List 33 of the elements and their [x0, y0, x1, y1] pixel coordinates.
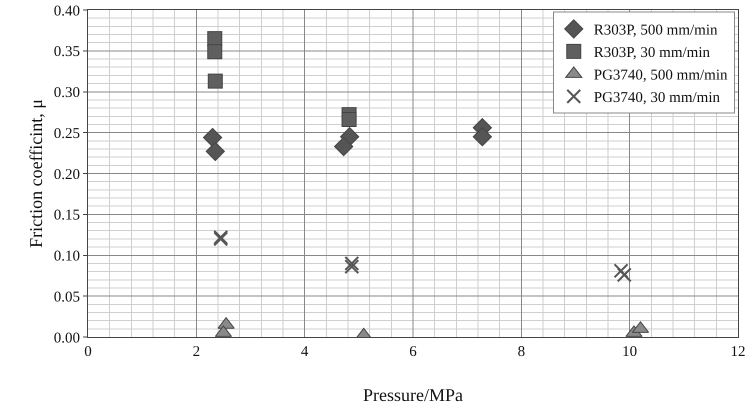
point: [208, 74, 223, 89]
y-tick-label: 0.20: [54, 166, 80, 183]
x-tick-label: 4: [300, 344, 309, 360]
legend-label: R303P, 30 mm/min: [594, 45, 711, 62]
legend-label: PG3740, 30 mm/min: [594, 90, 721, 106]
point: [616, 267, 632, 282]
y-tick-label: 0.15: [54, 208, 80, 224]
x-tick-label: 6: [409, 344, 418, 360]
y-tick-label: 0.00: [54, 330, 80, 346]
x-tick-label: 10: [622, 344, 638, 360]
x-axis-title: Pressure/MPa: [363, 385, 464, 405]
point: [472, 127, 492, 146]
point: [344, 256, 360, 271]
x-tick-label: 8: [518, 344, 526, 360]
point: [344, 259, 360, 274]
x-tick-label: 2: [192, 344, 200, 360]
point: [202, 128, 222, 148]
y-axis-title: Friction coefficint, μ: [26, 99, 46, 248]
y-tick-label: 0.10: [54, 248, 80, 264]
legend-label: R303P, 500 mm/min: [594, 22, 718, 39]
y-tick-label: 0.30: [54, 85, 80, 101]
y-tick-label: 0.25: [54, 126, 80, 142]
x-tick-label: 0: [84, 344, 92, 360]
legend-label: PG3740, 500 mm/min: [594, 68, 728, 84]
x-tick-label: 12: [730, 344, 746, 360]
point: [334, 136, 354, 156]
point: [342, 112, 357, 128]
point: [207, 44, 222, 60]
point: [206, 142, 225, 162]
y-tick-label: 0.35: [54, 44, 80, 60]
y-tick-label: 0.40: [54, 3, 80, 20]
point: [614, 263, 628, 278]
y-tick-label: 0.05: [54, 289, 80, 306]
